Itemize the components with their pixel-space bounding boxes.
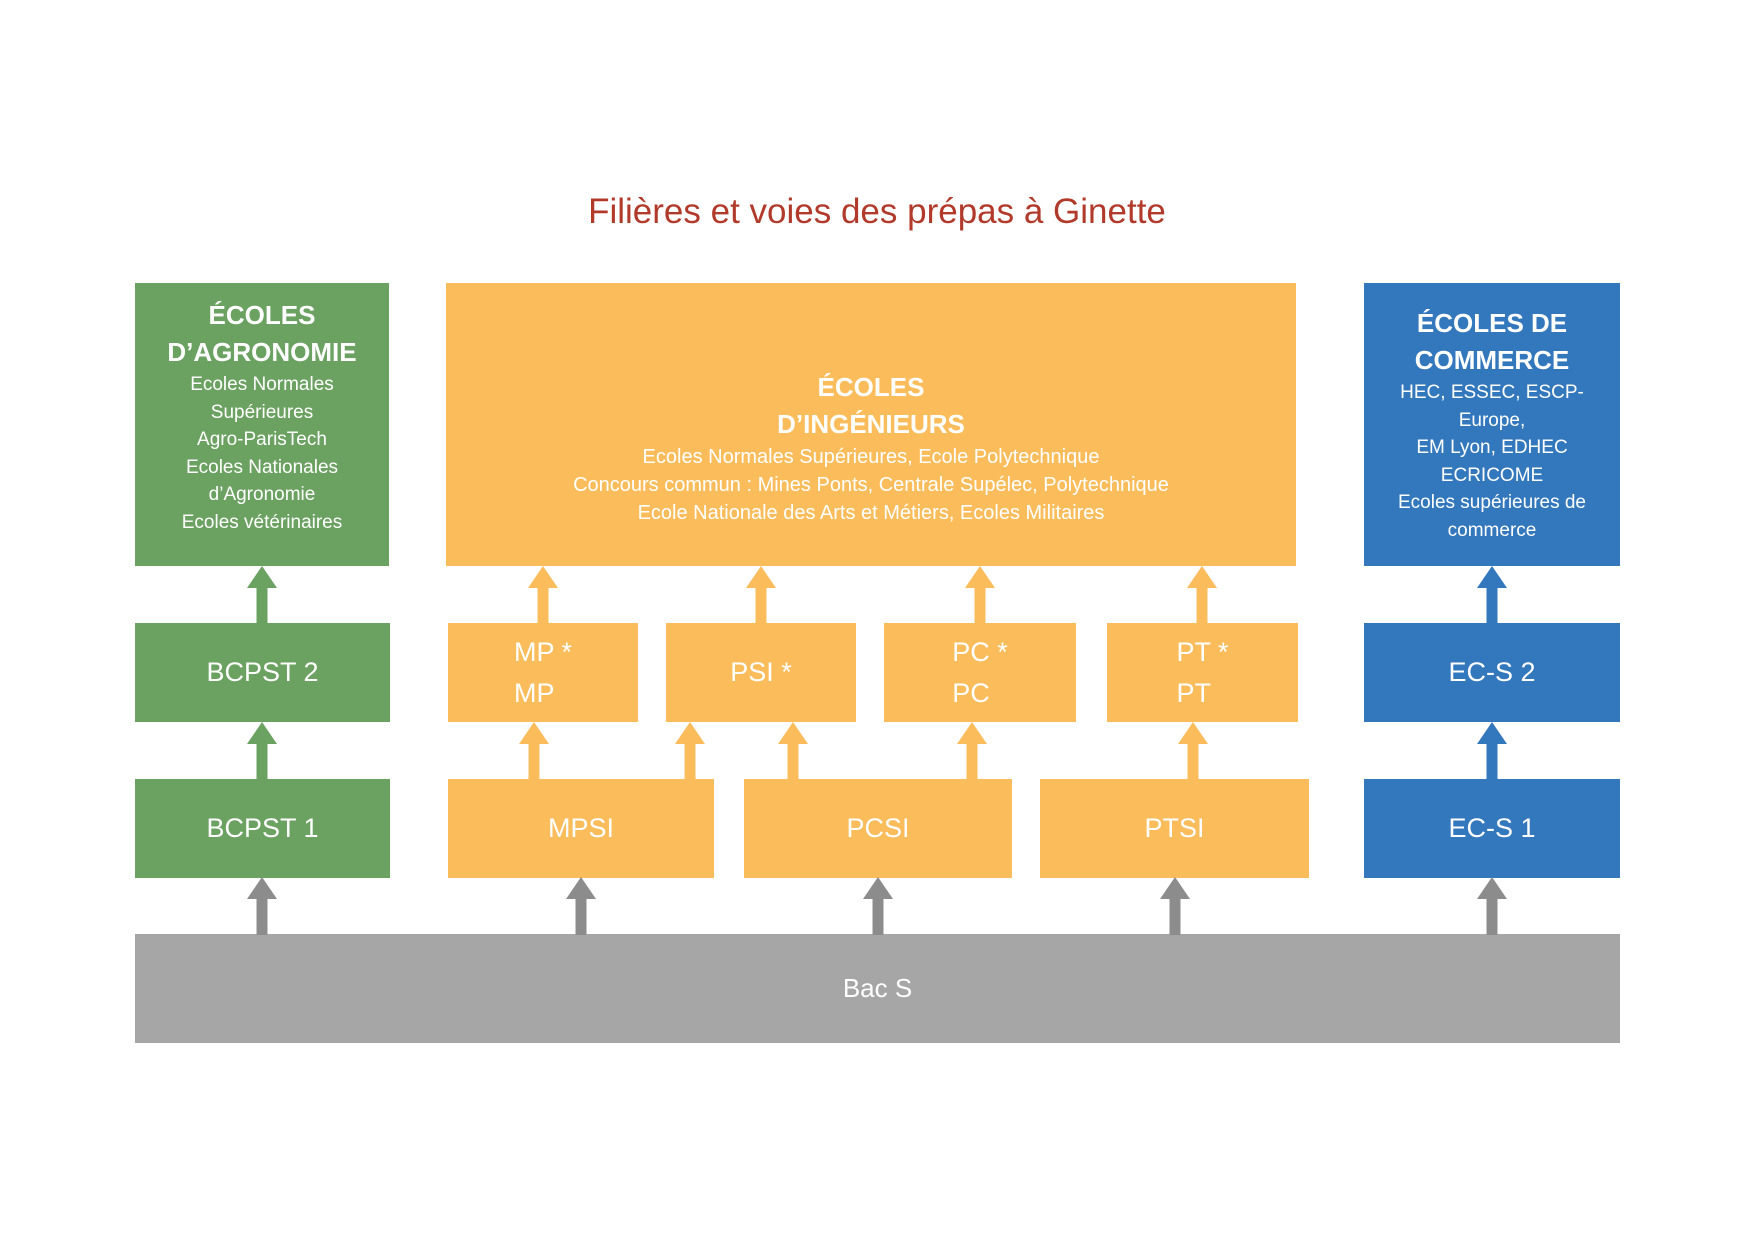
- node-ecoles-agronomie: ÉCOLES D’AGRONOMIE Ecoles Normales Supér…: [135, 283, 389, 566]
- node-body-line: Ecoles Normales: [190, 374, 334, 395]
- node-body-line: ECRICOME: [1440, 464, 1544, 486]
- node-mp: MP * MP: [448, 623, 638, 722]
- node-mpsi: MPSI: [448, 779, 714, 878]
- node-title-line: ÉCOLES: [817, 372, 925, 402]
- node-body-line: Agro-ParisTech: [197, 429, 327, 450]
- arrow-bacs-to-ptsi: [1159, 877, 1191, 935]
- node-label: PCSI: [846, 813, 910, 843]
- node-body-line: d’Agronomie: [208, 484, 316, 505]
- node-label: BCPST 1: [206, 813, 319, 843]
- arrow-pt-to-ingenieurs: [1186, 566, 1218, 624]
- arrow-ptsi-to-pt: [1177, 722, 1209, 780]
- node-ecoles-ingenieurs: ÉCOLES D’INGÉNIEURS Ecoles Normales Supé…: [446, 283, 1296, 566]
- arrow-bcpst1-to-bcpst2: [246, 722, 278, 780]
- node-body-line: Ecole Nationale des Arts et Métiers, Eco…: [637, 502, 1105, 524]
- node-title-line: D’INGÉNIEURS: [777, 409, 965, 439]
- node-ptsi: PTSI: [1040, 779, 1309, 878]
- node-label: BCPST 2: [206, 657, 319, 687]
- node-body-line: Concours commun : Mines Ponts, Centrale …: [573, 474, 1169, 496]
- node-label: PT: [1176, 677, 1211, 708]
- node-body-line: Europe,: [1458, 409, 1526, 431]
- node-body-line: HEC, ESSEC, ESCP-: [1400, 382, 1584, 403]
- node-label: MPSI: [547, 813, 614, 843]
- arrow-pcsi-to-pc: [956, 722, 988, 780]
- node-title-line: D’AGRONOMIE: [167, 337, 357, 367]
- arrow-ecs2-to-commerce: [1476, 566, 1508, 624]
- node-label: EC-S 2: [1448, 657, 1536, 687]
- node-bcpst2: BCPST 2: [135, 623, 390, 722]
- node-title-line: ÉCOLES DE: [1416, 308, 1568, 338]
- node-label: PTSI: [1144, 813, 1205, 843]
- arrow-psi-to-ingenieurs: [745, 566, 777, 624]
- arrow-bacs-to-pcsi: [862, 877, 894, 935]
- node-body-line: Ecoles Nationales: [185, 456, 339, 478]
- node-title-line: COMMERCE: [1414, 345, 1570, 375]
- node-label: Bac S: [842, 973, 913, 1003]
- arrow-pcsi-to-psi: [777, 722, 809, 780]
- node-ecs2: EC-S 2: [1364, 623, 1620, 722]
- node-psi: PSI *: [666, 623, 856, 722]
- arrow-bacs-to-ecs1: [1476, 877, 1508, 935]
- node-title-line: ÉCOLES: [208, 300, 316, 330]
- node-bac-s: Bac S: [135, 934, 1620, 1043]
- node-body-line: Supérieures: [210, 401, 314, 423]
- arrow-pc-to-ingenieurs: [964, 566, 996, 624]
- arrow-ecs1-to-ecs2: [1476, 722, 1508, 780]
- node-label: PC: [952, 677, 990, 708]
- node-pt: PT * PT: [1107, 623, 1298, 722]
- node-ecs1: EC-S 1: [1364, 779, 1620, 878]
- node-pc: PC * PC: [884, 623, 1076, 722]
- node-body-line: Ecoles vétérinaires: [181, 511, 343, 533]
- node-label: EC-S 1: [1448, 813, 1536, 843]
- node-label: MP: [513, 677, 555, 708]
- node-body-line: Ecoles Normales Supérieures, Ecole Polyt…: [642, 446, 1100, 468]
- node-label: PSI *: [730, 657, 792, 687]
- node-label: MP *: [513, 636, 573, 667]
- node-bcpst1: BCPST 1: [135, 779, 390, 878]
- node-label: PC *: [952, 636, 1008, 667]
- node-body-line: commerce: [1447, 519, 1537, 541]
- arrow-mpsi-to-psi: [674, 722, 706, 780]
- arrow-bcpst2-to-agronomie: [246, 566, 278, 624]
- diagram-title: Filières et voies des prépas à Ginette: [588, 192, 1166, 231]
- arrow-bacs-to-mpsi: [565, 877, 597, 935]
- node-pcsi: PCSI: [744, 779, 1012, 878]
- node-body-line: Ecoles supérieures de: [1398, 492, 1586, 513]
- arrow-mpsi-to-mp: [518, 722, 550, 780]
- node-ecoles-commerce: ÉCOLES DE COMMERCE HEC, ESSEC, ESCP- Eur…: [1364, 283, 1620, 566]
- node-label: PT *: [1176, 636, 1229, 667]
- node-body-line: EM Lyon, EDHEC: [1416, 437, 1568, 458]
- arrow-mp-to-ingenieurs: [527, 566, 559, 624]
- arrow-bacs-to-bcpst1: [246, 877, 278, 935]
